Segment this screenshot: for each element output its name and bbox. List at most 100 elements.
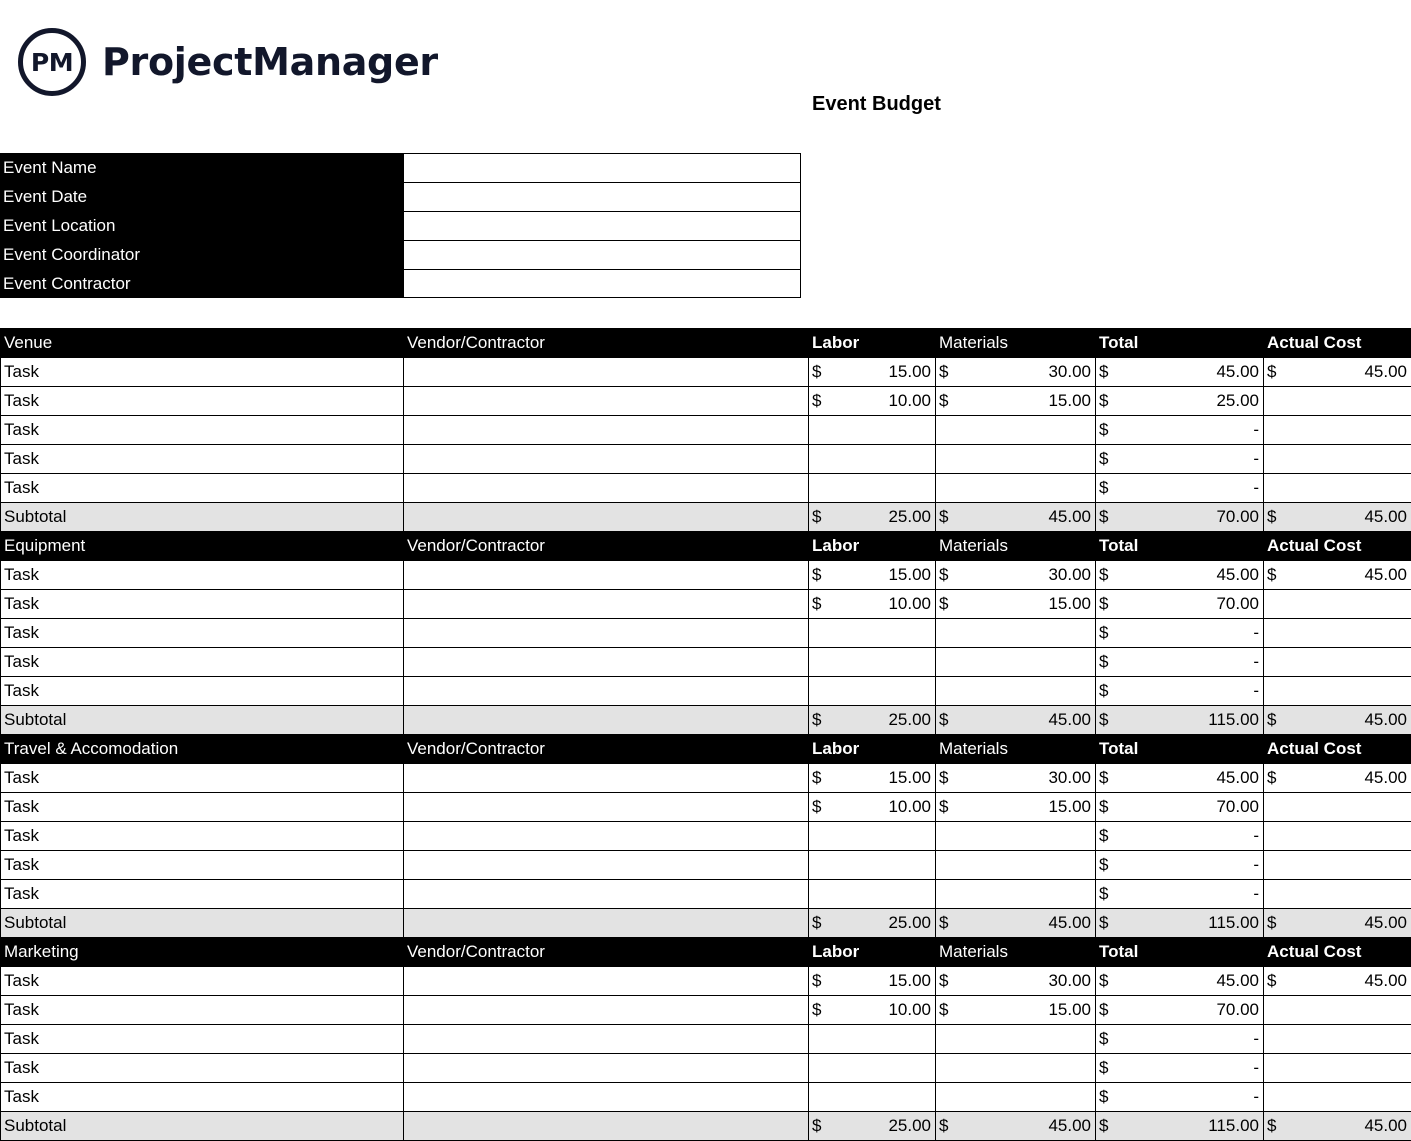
materials-cell[interactable]: $ xyxy=(936,851,1096,880)
vendor-cell[interactable] xyxy=(404,793,809,822)
actual-cost-cell[interactable]: $45.00 xyxy=(1264,967,1411,996)
actual-cost-cell[interactable]: $ xyxy=(1264,851,1411,880)
task-name-cell[interactable]: Task xyxy=(1,851,404,880)
actual-cost-cell[interactable]: $45.00 xyxy=(1264,358,1411,387)
materials-cell[interactable]: $15.00 xyxy=(936,590,1096,619)
task-name-cell[interactable]: Task xyxy=(1,793,404,822)
actual-cost-cell[interactable]: $ xyxy=(1264,1054,1411,1083)
labor-cell[interactable]: $10.00 xyxy=(809,590,936,619)
labor-cell[interactable]: $ xyxy=(809,880,936,909)
actual-cost-cell[interactable]: $ xyxy=(1264,387,1411,416)
materials-cell[interactable]: $15.00 xyxy=(936,387,1096,416)
labor-cell[interactable]: $ xyxy=(809,822,936,851)
vendor-cell[interactable] xyxy=(404,996,809,1025)
vendor-cell[interactable] xyxy=(404,1083,809,1112)
labor-cell[interactable]: $ xyxy=(809,416,936,445)
vendor-cell[interactable] xyxy=(404,967,809,996)
event-info-field[interactable] xyxy=(403,240,801,269)
labor-cell[interactable]: $10.00 xyxy=(809,387,936,416)
vendor-cell[interactable] xyxy=(404,474,809,503)
actual-cost-cell[interactable]: $ xyxy=(1264,996,1411,1025)
materials-cell[interactable]: $ xyxy=(936,1054,1096,1083)
materials-cell[interactable]: $ xyxy=(936,445,1096,474)
task-name-cell[interactable]: Task xyxy=(1,764,404,793)
actual-cost-cell[interactable]: $ xyxy=(1264,822,1411,851)
vendor-cell[interactable] xyxy=(404,851,809,880)
actual-cost-cell[interactable]: $ xyxy=(1264,880,1411,909)
materials-cell[interactable]: $ xyxy=(936,474,1096,503)
vendor-cell[interactable] xyxy=(404,445,809,474)
vendor-cell[interactable] xyxy=(404,416,809,445)
task-name-cell[interactable]: Task xyxy=(1,416,404,445)
labor-cell[interactable]: $10.00 xyxy=(809,793,936,822)
event-info-field[interactable] xyxy=(403,182,801,211)
labor-cell[interactable]: $ xyxy=(809,677,936,706)
event-info-field[interactable] xyxy=(403,153,801,182)
labor-cell[interactable]: $ xyxy=(809,445,936,474)
vendor-cell[interactable] xyxy=(404,1054,809,1083)
actual-cost-cell[interactable]: $ xyxy=(1264,445,1411,474)
task-name-cell[interactable]: Task xyxy=(1,358,404,387)
task-name-cell[interactable]: Task xyxy=(1,445,404,474)
labor-cell[interactable]: $ xyxy=(809,1054,936,1083)
task-name-cell[interactable]: Task xyxy=(1,1054,404,1083)
actual-cost-cell[interactable]: $45.00 xyxy=(1264,764,1411,793)
task-name-cell[interactable]: Task xyxy=(1,1025,404,1054)
vendor-cell[interactable] xyxy=(404,619,809,648)
task-name-cell[interactable]: Task xyxy=(1,996,404,1025)
labor-cell[interactable]: $15.00 xyxy=(809,967,936,996)
labor-cell[interactable]: $ xyxy=(809,851,936,880)
task-name-cell[interactable]: Task xyxy=(1,590,404,619)
labor-cell[interactable]: $10.00 xyxy=(809,996,936,1025)
materials-cell[interactable]: $ xyxy=(936,619,1096,648)
actual-cost-cell[interactable]: $ xyxy=(1264,1083,1411,1112)
actual-cost-cell[interactable]: $45.00 xyxy=(1264,561,1411,590)
labor-cell[interactable]: $15.00 xyxy=(809,764,936,793)
labor-cell[interactable]: $ xyxy=(809,619,936,648)
task-name-cell[interactable]: Task xyxy=(1,619,404,648)
materials-cell[interactable]: $15.00 xyxy=(936,996,1096,1025)
task-name-cell[interactable]: Task xyxy=(1,967,404,996)
materials-cell[interactable]: $30.00 xyxy=(936,967,1096,996)
vendor-cell[interactable] xyxy=(404,648,809,677)
labor-cell[interactable]: $ xyxy=(809,1083,936,1112)
materials-cell[interactable]: $30.00 xyxy=(936,561,1096,590)
actual-cost-cell[interactable]: $ xyxy=(1264,793,1411,822)
vendor-cell[interactable] xyxy=(404,880,809,909)
actual-cost-cell[interactable]: $ xyxy=(1264,1025,1411,1054)
actual-cost-cell[interactable]: $ xyxy=(1264,648,1411,677)
actual-cost-cell[interactable]: $ xyxy=(1264,416,1411,445)
task-name-cell[interactable]: Task xyxy=(1,387,404,416)
actual-cost-cell[interactable]: $ xyxy=(1264,474,1411,503)
vendor-cell[interactable] xyxy=(404,387,809,416)
actual-cost-cell[interactable]: $ xyxy=(1264,590,1411,619)
labor-cell[interactable]: $15.00 xyxy=(809,561,936,590)
materials-cell[interactable]: $ xyxy=(936,880,1096,909)
labor-cell[interactable]: $ xyxy=(809,474,936,503)
actual-cost-cell[interactable]: $ xyxy=(1264,619,1411,648)
materials-cell[interactable]: $ xyxy=(936,677,1096,706)
labor-cell[interactable]: $15.00 xyxy=(809,358,936,387)
event-info-field[interactable] xyxy=(403,211,801,240)
task-name-cell[interactable]: Task xyxy=(1,648,404,677)
actual-cost-cell[interactable]: $ xyxy=(1264,677,1411,706)
labor-cell[interactable]: $ xyxy=(809,1025,936,1054)
materials-cell[interactable]: $ xyxy=(936,1083,1096,1112)
materials-cell[interactable]: $ xyxy=(936,416,1096,445)
task-name-cell[interactable]: Task xyxy=(1,474,404,503)
vendor-cell[interactable] xyxy=(404,590,809,619)
materials-cell[interactable]: $ xyxy=(936,822,1096,851)
event-info-field[interactable] xyxy=(403,269,801,298)
vendor-cell[interactable] xyxy=(404,677,809,706)
task-name-cell[interactable]: Task xyxy=(1,677,404,706)
labor-cell[interactable]: $ xyxy=(809,648,936,677)
task-name-cell[interactable]: Task xyxy=(1,561,404,590)
task-name-cell[interactable]: Task xyxy=(1,822,404,851)
task-name-cell[interactable]: Task xyxy=(1,880,404,909)
materials-cell[interactable]: $15.00 xyxy=(936,793,1096,822)
vendor-cell[interactable] xyxy=(404,822,809,851)
vendor-cell[interactable] xyxy=(404,561,809,590)
materials-cell[interactable]: $ xyxy=(936,648,1096,677)
vendor-cell[interactable] xyxy=(404,1025,809,1054)
vendor-cell[interactable] xyxy=(404,764,809,793)
